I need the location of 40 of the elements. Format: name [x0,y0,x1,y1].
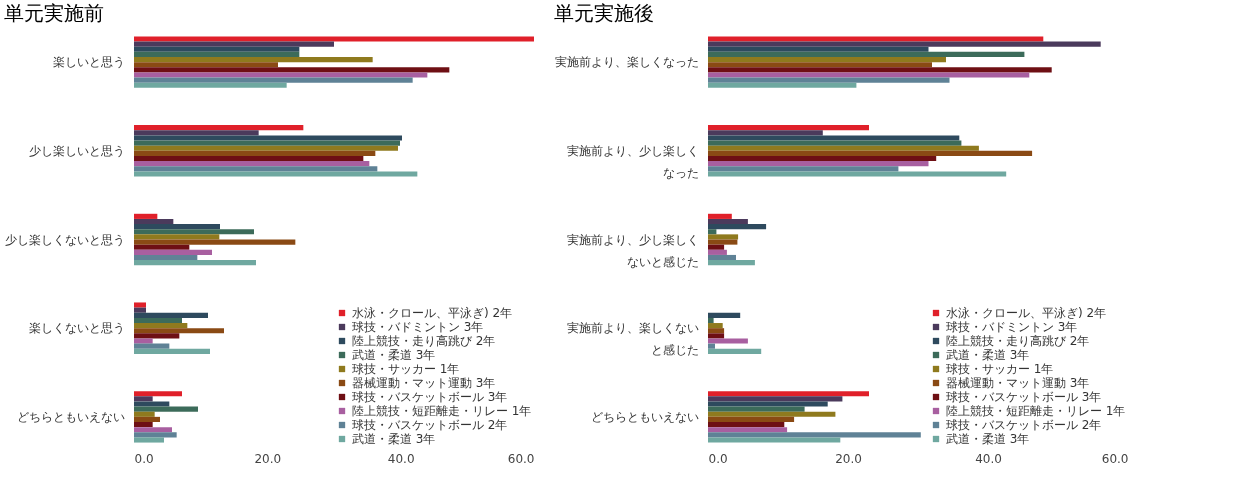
x-tick-label: 20.0 [254,451,282,466]
legend-label: 陸上競技・短距離走・リレー 1年 [946,404,1126,418]
legend-label: 陸上競技・短距離走・リレー 1年 [352,404,532,418]
x-tick-label: 60.0 [1101,451,1129,466]
legend-label: 陸上競技・走り高跳び 2年 [352,334,496,348]
legend-label: 器械運動・マット運動 3年 [946,376,1090,390]
x-tick-label: 0.0 [134,451,154,466]
legend-label: 球技・バスケットボール 3年 [352,390,508,404]
x-tick-label: 40.0 [975,451,1002,466]
y-tick-label: どちらともいえない [590,409,699,424]
y-tick-label: どちらともいえない [16,409,125,424]
y-tick-label: 少し楽しくないと思う [4,232,125,247]
x-tick-label: 20.0 [835,451,862,466]
legend-label: 球技・サッカー 1年 [946,362,1054,376]
y-tick-label: 少し楽しいと思う [28,143,125,158]
x-tick-label: 0.0 [708,451,728,466]
legend-label: 球技・バスケットボール 2年 [946,418,1102,432]
legend-label: 器械運動・マット運動 3年 [352,376,496,390]
y-tick-label: 実施前より、楽しくないと感じた [566,321,699,358]
legend-label: 球技・バドミントン 3年 [352,320,484,334]
y-tick-label: 実施前より、少し楽しくなった [566,143,699,180]
legend-label: 武道・柔道 3年 [946,432,1030,446]
legend-label: 陸上競技・走り高跳び 2年 [946,334,1090,348]
legend-label: 武道・柔道 3年 [352,348,436,362]
legend-label: 球技・サッカー 1年 [352,362,460,376]
chart-title: 単元実施後 [554,1,654,25]
legend-label: 武道・柔道 3年 [946,348,1030,362]
legend-label: 水泳・クロール、平泳ぎ) 2年 [946,306,1107,320]
legend-label: 球技・バスケットボール 2年 [352,418,508,432]
legend-label: 球技・バスケットボール 3年 [946,390,1102,404]
x-tick-label: 40.0 [387,451,415,466]
x-tick-label: 60.0 [507,451,535,466]
y-tick-label: 楽しくないと思う [28,321,125,336]
legend-label: 水泳・クロール、平泳ぎ) 2年 [352,306,513,320]
legend-label: 武道・柔道 3年 [352,432,436,446]
y-tick-label: 楽しいと思う [52,55,125,70]
legend-label: 球技・バドミントン 3年 [946,320,1078,334]
y-tick-label: 実施前より、楽しくなった [554,55,699,70]
y-tick-label: 実施前より、少し楽しくないと感じた [566,232,699,269]
chart-title: 単元実施前 [4,1,104,25]
